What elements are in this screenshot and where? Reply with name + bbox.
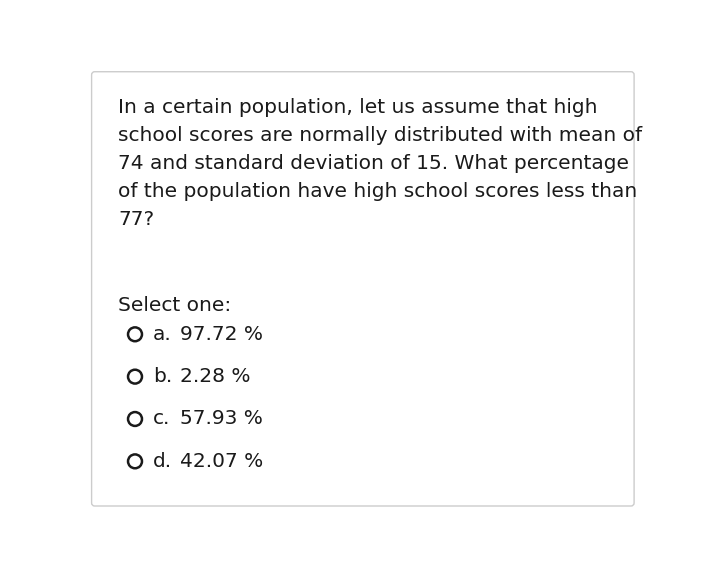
Text: 97.72 %: 97.72 % (180, 325, 263, 344)
Text: a.: a. (153, 325, 171, 344)
FancyBboxPatch shape (91, 72, 634, 506)
Text: 2.28 %: 2.28 % (180, 367, 251, 386)
Text: d.: d. (153, 452, 172, 471)
Text: Select one:: Select one: (118, 296, 232, 315)
Text: In a certain population, let us assume that high
school scores are normally dist: In a certain population, let us assume t… (118, 98, 642, 229)
Text: b.: b. (153, 367, 172, 386)
Text: 42.07 %: 42.07 % (180, 452, 263, 471)
Text: c.: c. (153, 410, 170, 428)
Text: 57.93 %: 57.93 % (180, 410, 263, 428)
